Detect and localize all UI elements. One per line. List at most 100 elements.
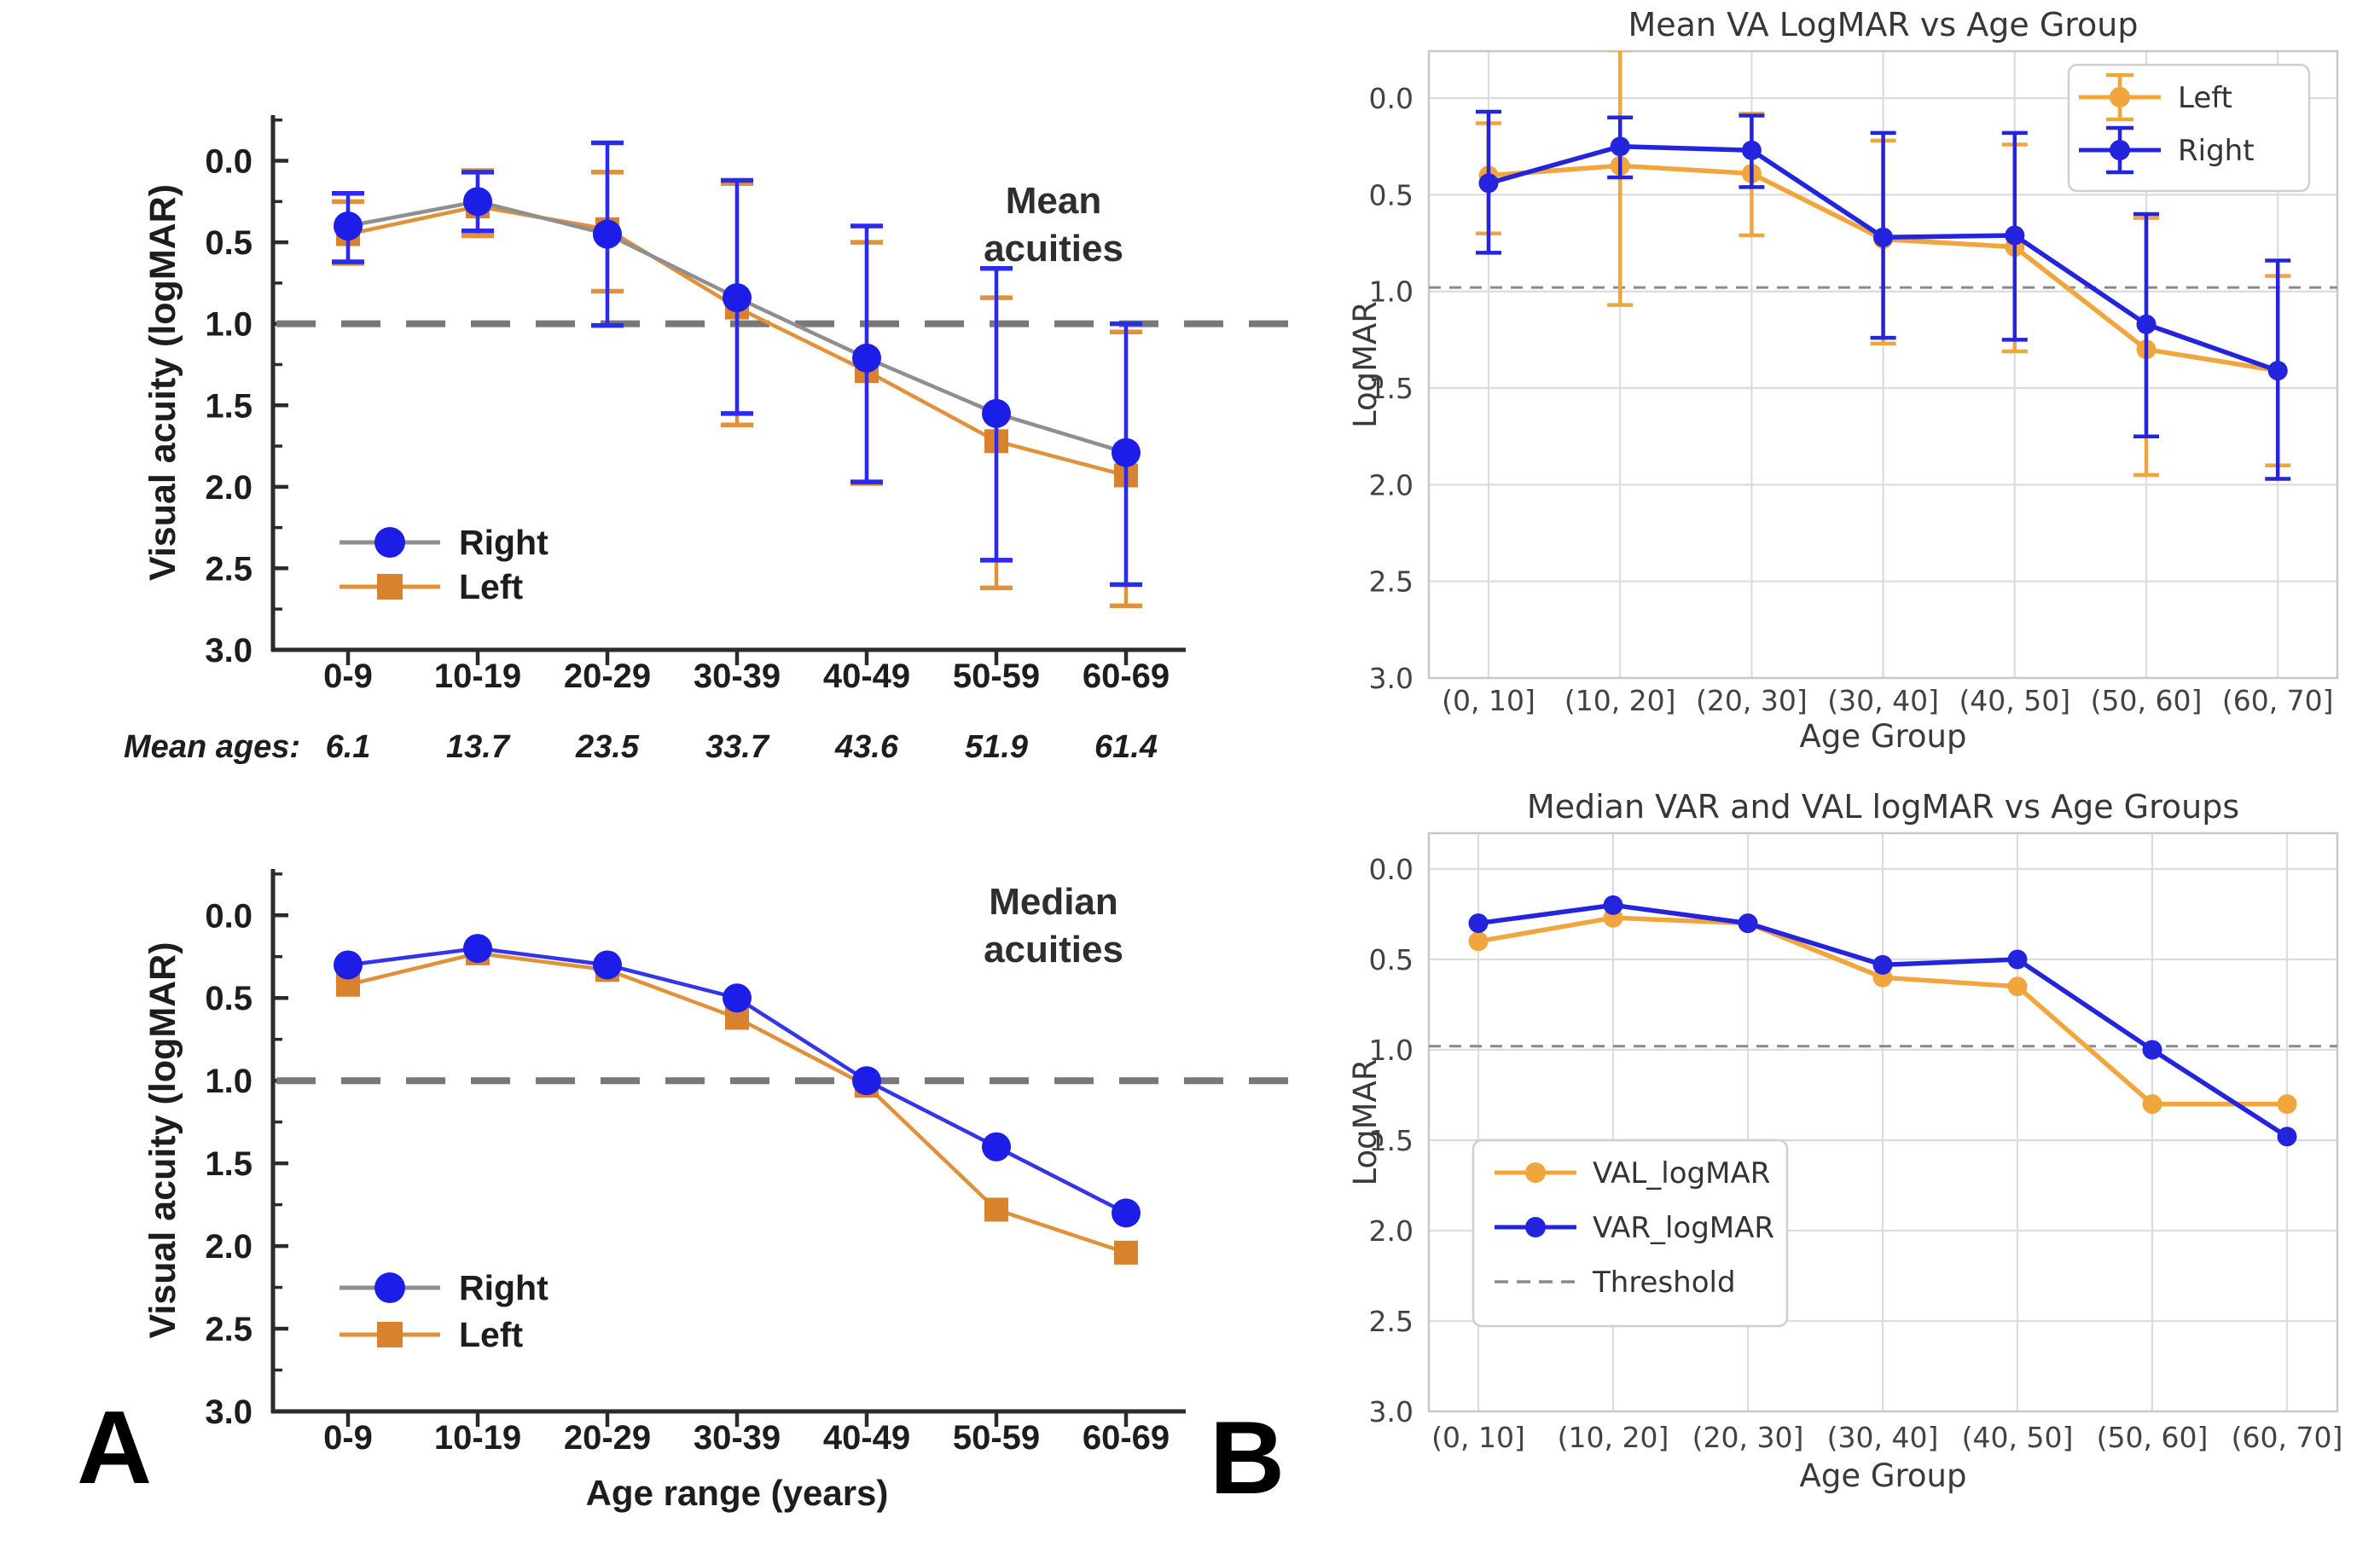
svg-text:Median: Median [989, 881, 1118, 923]
series-var_logmar [1468, 895, 2297, 1147]
y-tick-label: 2.5 [1369, 1305, 1413, 1338]
y-tick-label: 2.0 [1369, 1214, 1413, 1248]
x-axis-title: Age range (years) [586, 1473, 889, 1513]
chart-title: Median VAR and VAL logMAR vs Age Groups [1527, 788, 2239, 826]
y-tick-label: 0.0 [205, 897, 253, 935]
x-category-label: 50-59 [953, 1419, 1040, 1457]
y-tick-label: 0.0 [205, 143, 253, 181]
y-tick-label: 0.0 [1369, 853, 1413, 886]
y-tick-label: 3.0 [1369, 662, 1413, 695]
legend: Right Left [340, 523, 549, 606]
x-category-label: 50-59 [953, 658, 1040, 695]
x-category-label: (40, 50] [1959, 684, 2070, 717]
x-category-label: 20-29 [564, 658, 651, 695]
legend-label: Threshold [1592, 1266, 1736, 1300]
x-category-label: 0-9 [323, 1419, 373, 1457]
y-axis-title: Visual acuity (logMAR) [142, 184, 183, 581]
y-tick-label: 0.0 [1369, 82, 1413, 115]
x-category-label: 30-39 [694, 658, 781, 695]
mean-age-value: 51.9 [965, 729, 1028, 765]
y-tick-label: 1.5 [1369, 372, 1413, 405]
chart-median-var-val-logmar: 0.0 0.5 1.0 1.5 2.0 2.5 3.0 (0, 10] (10, 20] (20,… [1347, 788, 2343, 1494]
chart-mean-acuities: 0.0 0.5 1.0 1.5 2.0 2.5 3.0 0-9 10-19 20-29 30-39 4… [124, 115, 1307, 765]
y-tick-label: 2.5 [205, 550, 253, 588]
x-category-label: (50, 60] [2097, 1421, 2209, 1454]
svg-text:acuities: acuities [984, 929, 1123, 970]
inside-title: Median acuities [984, 881, 1123, 970]
x-category-label: 10-19 [434, 1419, 521, 1457]
y-axis-title: LogMAR [1347, 1058, 1384, 1185]
mean-age-value: 43.6 [834, 729, 899, 765]
mean-age-value: 13.7 [446, 729, 511, 765]
y-tick-label: 3.0 [1369, 1395, 1413, 1428]
mean-age-value: 33.7 [705, 729, 770, 765]
y-tick-label: 2.5 [205, 1311, 253, 1348]
y-tick-label: 1.5 [205, 387, 253, 425]
y-tick-label: 0.5 [205, 224, 253, 262]
x-category-label: 20-29 [564, 1419, 651, 1457]
legend-label: Right [2178, 134, 2255, 168]
x-category-label: 60-69 [1083, 1419, 1170, 1457]
y-axis-title: Visual acuity (logMAR) [142, 942, 183, 1338]
legend-label: Right [459, 523, 549, 562]
x-category-label: (10, 20] [1558, 1421, 1669, 1454]
mean-age-value: 61.4 [1094, 729, 1158, 765]
gridlines [1429, 833, 2337, 1411]
series-right [334, 934, 1141, 1228]
plot-border [1427, 831, 2339, 1413]
x-category-label: 60-69 [1083, 658, 1170, 695]
x-category-label: (60, 70] [2222, 684, 2334, 717]
mean-age-value: 6.1 [326, 729, 371, 765]
x-category-label: (0, 10] [1431, 1421, 1525, 1454]
x-category-label: (30, 40] [1827, 1421, 1939, 1454]
y-tick-label: 3.0 [205, 632, 253, 669]
y-tick-label: 0.5 [1369, 943, 1413, 976]
legend: Right Left [340, 1268, 549, 1354]
x-category-label: (60, 70] [2232, 1421, 2343, 1454]
y-tick-label: 1.0 [1369, 275, 1413, 309]
svg-text:Mean: Mean [1006, 180, 1101, 222]
series-right [1476, 109, 2291, 481]
y-tick-label: 2.0 [205, 1228, 253, 1266]
svg-text:acuities: acuities [984, 228, 1123, 269]
y-tick-label: 1.0 [205, 1063, 253, 1100]
x-category-label: 10-19 [434, 658, 521, 695]
x-category-label: 40-49 [823, 658, 910, 695]
svg-text:Mean ages:: Mean ages: [124, 729, 300, 765]
legend-label: Left [459, 1315, 524, 1354]
x-category-label: (30, 40] [1827, 684, 1939, 717]
legend: VAL_logMAR VAR_logMAR Threshold [1472, 1139, 1789, 1328]
x-category-label: (20, 30] [1692, 1421, 1804, 1454]
x-category-label: (50, 60] [2091, 684, 2203, 717]
y-tick-label: 2.0 [1369, 468, 1413, 501]
x-category-label: (20, 30] [1696, 684, 1808, 717]
y-tick-label: 1.0 [1369, 1034, 1413, 1067]
chart-mean-va-logmar: 0.0 0.5 1.0 1.5 2.0 2.5 3.0 (0, 10] (10, 20] (20,… [1347, 6, 2339, 755]
y-tick-label: 3.0 [205, 1393, 253, 1431]
y-tick-label: 1.5 [205, 1145, 253, 1183]
chart-title: Mean VA LogMAR vs Age Group [1628, 6, 2138, 43]
x-category-label: 30-39 [694, 1419, 781, 1457]
x-category-label: (40, 50] [1962, 1421, 2074, 1454]
x-axis-title: Age Group [1800, 718, 1967, 755]
plot-border [1427, 49, 2339, 680]
y-tick-label: 1.5 [1369, 1124, 1413, 1157]
panel-label-b: B [1210, 1399, 1286, 1515]
inside-title: Mean acuities [984, 180, 1123, 269]
x-category-label: 40-49 [823, 1419, 910, 1457]
y-tick-label: 1.0 [205, 306, 253, 344]
panel-label-a: A [77, 1389, 153, 1505]
x-category-label: (0, 10] [1442, 684, 1535, 717]
axes: 0.0 0.5 1.0 1.5 2.0 2.5 3.0 0-9 10-19 20-29 30-39 4… [205, 869, 1186, 1457]
legend-label: VAR_logMAR [1593, 1211, 1774, 1245]
legend-label: VAL_logMAR [1593, 1156, 1770, 1191]
y-tick-label: 2.5 [1369, 565, 1413, 599]
series-val_logmar [1468, 907, 2297, 1115]
y-tick-label: 0.5 [1369, 178, 1413, 211]
legend-label: Left [2178, 81, 2232, 115]
legend-label: Right [459, 1268, 549, 1307]
y-axis-title: LogMAR [1347, 301, 1384, 428]
series-right [332, 140, 1142, 588]
legend-label: Left [459, 567, 524, 606]
